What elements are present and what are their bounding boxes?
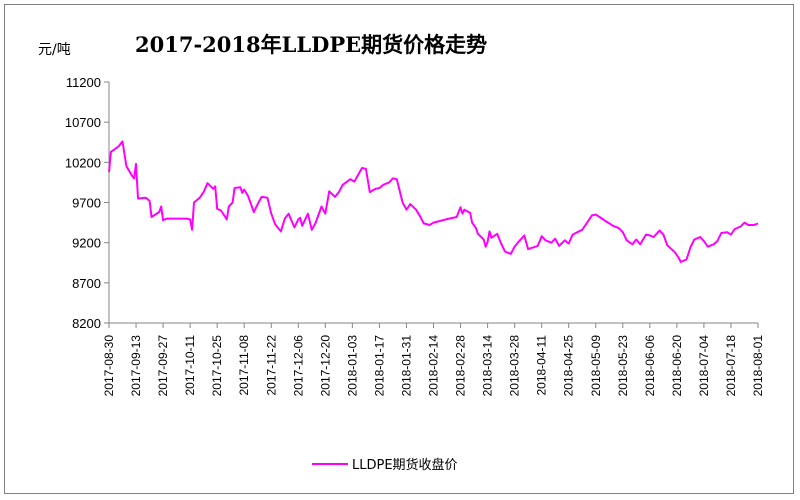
y-tick-label: 8700 (72, 276, 101, 291)
chart-title: 2017-2018年LLDPE期货价格走势 (135, 32, 487, 57)
x-tick-label: 2018-04-11 (535, 335, 549, 396)
x-tick-label: 2018-06-06 (643, 335, 657, 397)
y-tick-label: 9200 (72, 236, 101, 251)
x-tick-label: 2018-03-14 (481, 335, 495, 397)
x-tick-label: 2018-02-28 (454, 335, 468, 397)
x-tick-label: 2018-02-14 (427, 335, 441, 397)
x-tick-label: 2017-11-22 (264, 335, 278, 396)
x-tick-label: 2018-05-09 (589, 335, 603, 397)
x-tick-label: 2018-06-20 (670, 335, 684, 397)
x-tick-label: 2017-09-27 (156, 335, 170, 397)
axes (108, 82, 758, 324)
x-tick-label: 2018-01-03 (345, 335, 359, 397)
x-tick-label: 2017-11-08 (237, 335, 251, 396)
x-tick-label: 2018-01-31 (399, 335, 413, 397)
x-tick-label: 2017-10-11 (183, 335, 197, 396)
y-tick-label: 11200 (66, 75, 101, 90)
legend-label: LLDPE期货收盘价 (352, 457, 458, 473)
legend: LLDPE期货收盘价 (312, 457, 458, 473)
x-ticks: 2017-08-30 2017-09-13 2017-09-27 2017-10-11… (102, 323, 765, 396)
x-tick-label: 2018-07-18 (724, 335, 738, 397)
y-tick-label: 10200 (65, 155, 101, 170)
chart-frame (4, 4, 794, 494)
x-tick-label: 2018-03-28 (508, 335, 522, 397)
x-tick-label: 2017-08-30 (102, 335, 116, 397)
y-tick-label: 9700 (72, 196, 101, 211)
y-tick-label: 10700 (65, 115, 101, 130)
x-tick-label: 2017-09-13 (129, 335, 143, 397)
x-tick-label: 2018-05-23 (616, 335, 630, 397)
y-ticks: 8200 8700 9200 9700 10200 10700 11200 (65, 75, 109, 331)
y-tick-label: 8200 (72, 316, 101, 331)
x-tick-label: 2018-01-17 (372, 335, 386, 397)
x-tick-label: 2018-07-04 (697, 335, 711, 397)
x-tick-label: 2017-10-25 (210, 335, 224, 397)
y-axis-unit-label: 元/吨 (38, 42, 71, 58)
x-tick-label: 2017-12-20 (318, 335, 332, 397)
series-line (108, 140, 759, 263)
x-tick-label: 2018-08-01 (751, 335, 765, 397)
x-tick-label: 2017-12-06 (291, 335, 305, 397)
series-layer (108, 140, 759, 263)
x-tick-label: 2018-04-25 (562, 335, 576, 397)
